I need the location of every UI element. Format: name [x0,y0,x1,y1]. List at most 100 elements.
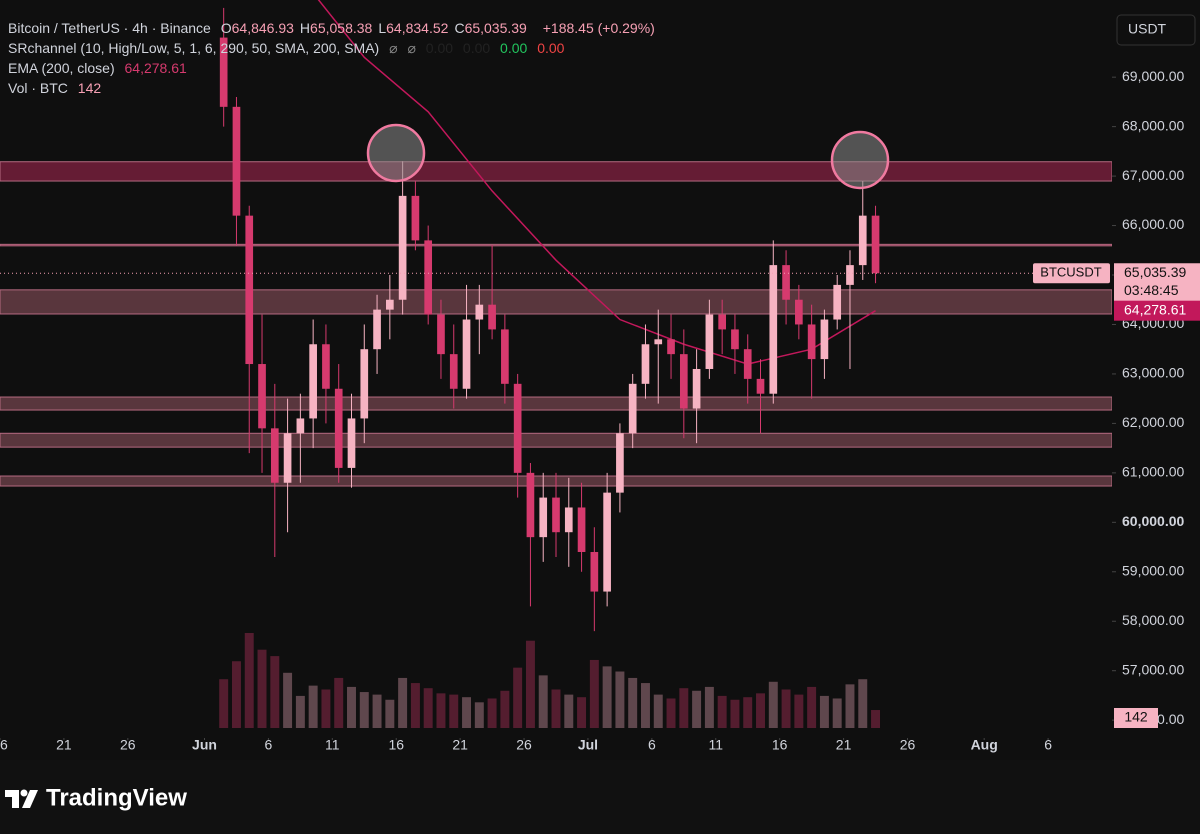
sr-zone [0,432,1112,448]
candle-body [424,240,433,315]
ohlc: O64,846.93 H65,058.38 L64,834.52 C65,035.39 [221,20,533,36]
volume-bar [449,694,459,728]
candle-body [616,433,624,493]
volume-bar [871,710,881,728]
highlight-circle [830,130,890,190]
y-tick-label: 61,000.00 [1122,464,1184,480]
candle-body [564,507,573,533]
indicator-name: EMA (200, close) [8,60,115,76]
candle-body [475,304,484,320]
candle-body [641,344,650,384]
candle-body [386,299,394,310]
volume-bar [551,689,561,728]
candle-body [309,344,317,419]
y-tick-label: 58,000.00 [1122,612,1184,628]
volume-bar [423,688,433,728]
candle-body [232,106,241,216]
ema-tag [1114,300,1200,321]
currency-button[interactable] [1116,14,1196,46]
change: +188.45 (+0.29%) [542,20,655,36]
symbol-tag [1033,263,1110,284]
legend-symbol: Bitcoin / TetherUS · 4h · Binance O64,84… [8,20,661,36]
price-tag-text: 65,035.39 [1124,264,1186,280]
candle-body [539,497,548,538]
sr-value: 0.00 [537,40,565,56]
currency[interactable]: USDT [1128,21,1167,37]
x-tick-label: Aug [971,737,998,753]
y-tick-label: 67,000.00 [1122,167,1184,183]
volume-bar [270,656,280,728]
volume-bar [653,694,663,728]
ohlc-label: H [299,20,311,36]
volume-bar [513,667,523,728]
volume-bar [487,698,497,728]
candle-body [488,304,496,330]
volume-bar [219,679,229,728]
sr-zone [0,396,1112,411]
volume-bar [704,686,714,728]
volume-bar [679,688,689,728]
volume-bar [858,679,868,728]
volume-bar [462,697,472,728]
brand: TradingView [46,784,187,811]
sr-value: ⌀ [389,40,398,56]
y-tick-label: 57,000.00 [1122,661,1184,677]
candle-body [667,339,675,355]
candle-body [462,319,471,389]
candle-body [718,314,726,330]
x-tick-label: 6 [265,737,273,753]
volume-bar [589,659,599,728]
candle-body [820,319,829,360]
volume-bar [347,686,356,728]
legend-vol: Vol · BTC 142 [8,80,107,96]
volume-bar [244,633,254,728]
candle-body [552,497,560,533]
x-tick-label: 11 [325,737,340,753]
y-tick-label: 68,000.00 [1122,117,1184,133]
candle-body [705,314,714,369]
candle-body [795,299,803,325]
volume-bar [385,699,395,728]
indicator-name: Vol · BTC [8,80,68,96]
volume-bar [321,689,331,728]
candle-body [782,265,790,300]
volume-bar [295,695,305,728]
sr-value: 0.00 [500,40,528,56]
volume-bar [577,697,587,728]
candle-body [846,265,854,285]
candle-body [398,195,407,300]
candle-body [628,383,637,434]
volume-bar [602,666,612,728]
volume-bar [819,695,829,728]
y-tick-label: 59,000.00 [1122,562,1184,578]
ema-line [317,0,876,365]
ohlc-value: 64,834.52 [386,20,449,36]
volume-bar [359,692,369,728]
price-tag [1114,263,1200,302]
vol-tag-text: 142 [1124,709,1148,725]
volume-bar [756,693,765,728]
candle-body [501,329,509,384]
sr-zone [0,243,1112,247]
candle-body [654,339,663,345]
volume-bar [257,649,267,728]
highlight-circle [366,123,426,183]
candle-body [577,507,586,552]
volume-bar [436,693,446,728]
x-tick-label: 16 [772,737,788,753]
volume-bar [794,694,804,728]
x-tick-label: 16 [0,737,8,753]
candle-body [833,284,842,320]
x-tick-label: Jun [192,737,217,753]
volume-bar [564,694,574,728]
volume-bar [525,640,535,728]
legend-sr: SRchannel (10, High/Low, 5, 1, 6, 290, 5… [8,40,570,57]
candle-body [322,344,330,389]
candle-body [743,349,752,379]
candle-body [449,354,458,389]
y-tick-label: 63,000.00 [1122,365,1184,381]
ohlc-value: 65,035.39 [464,20,527,36]
candle-body [373,309,381,350]
